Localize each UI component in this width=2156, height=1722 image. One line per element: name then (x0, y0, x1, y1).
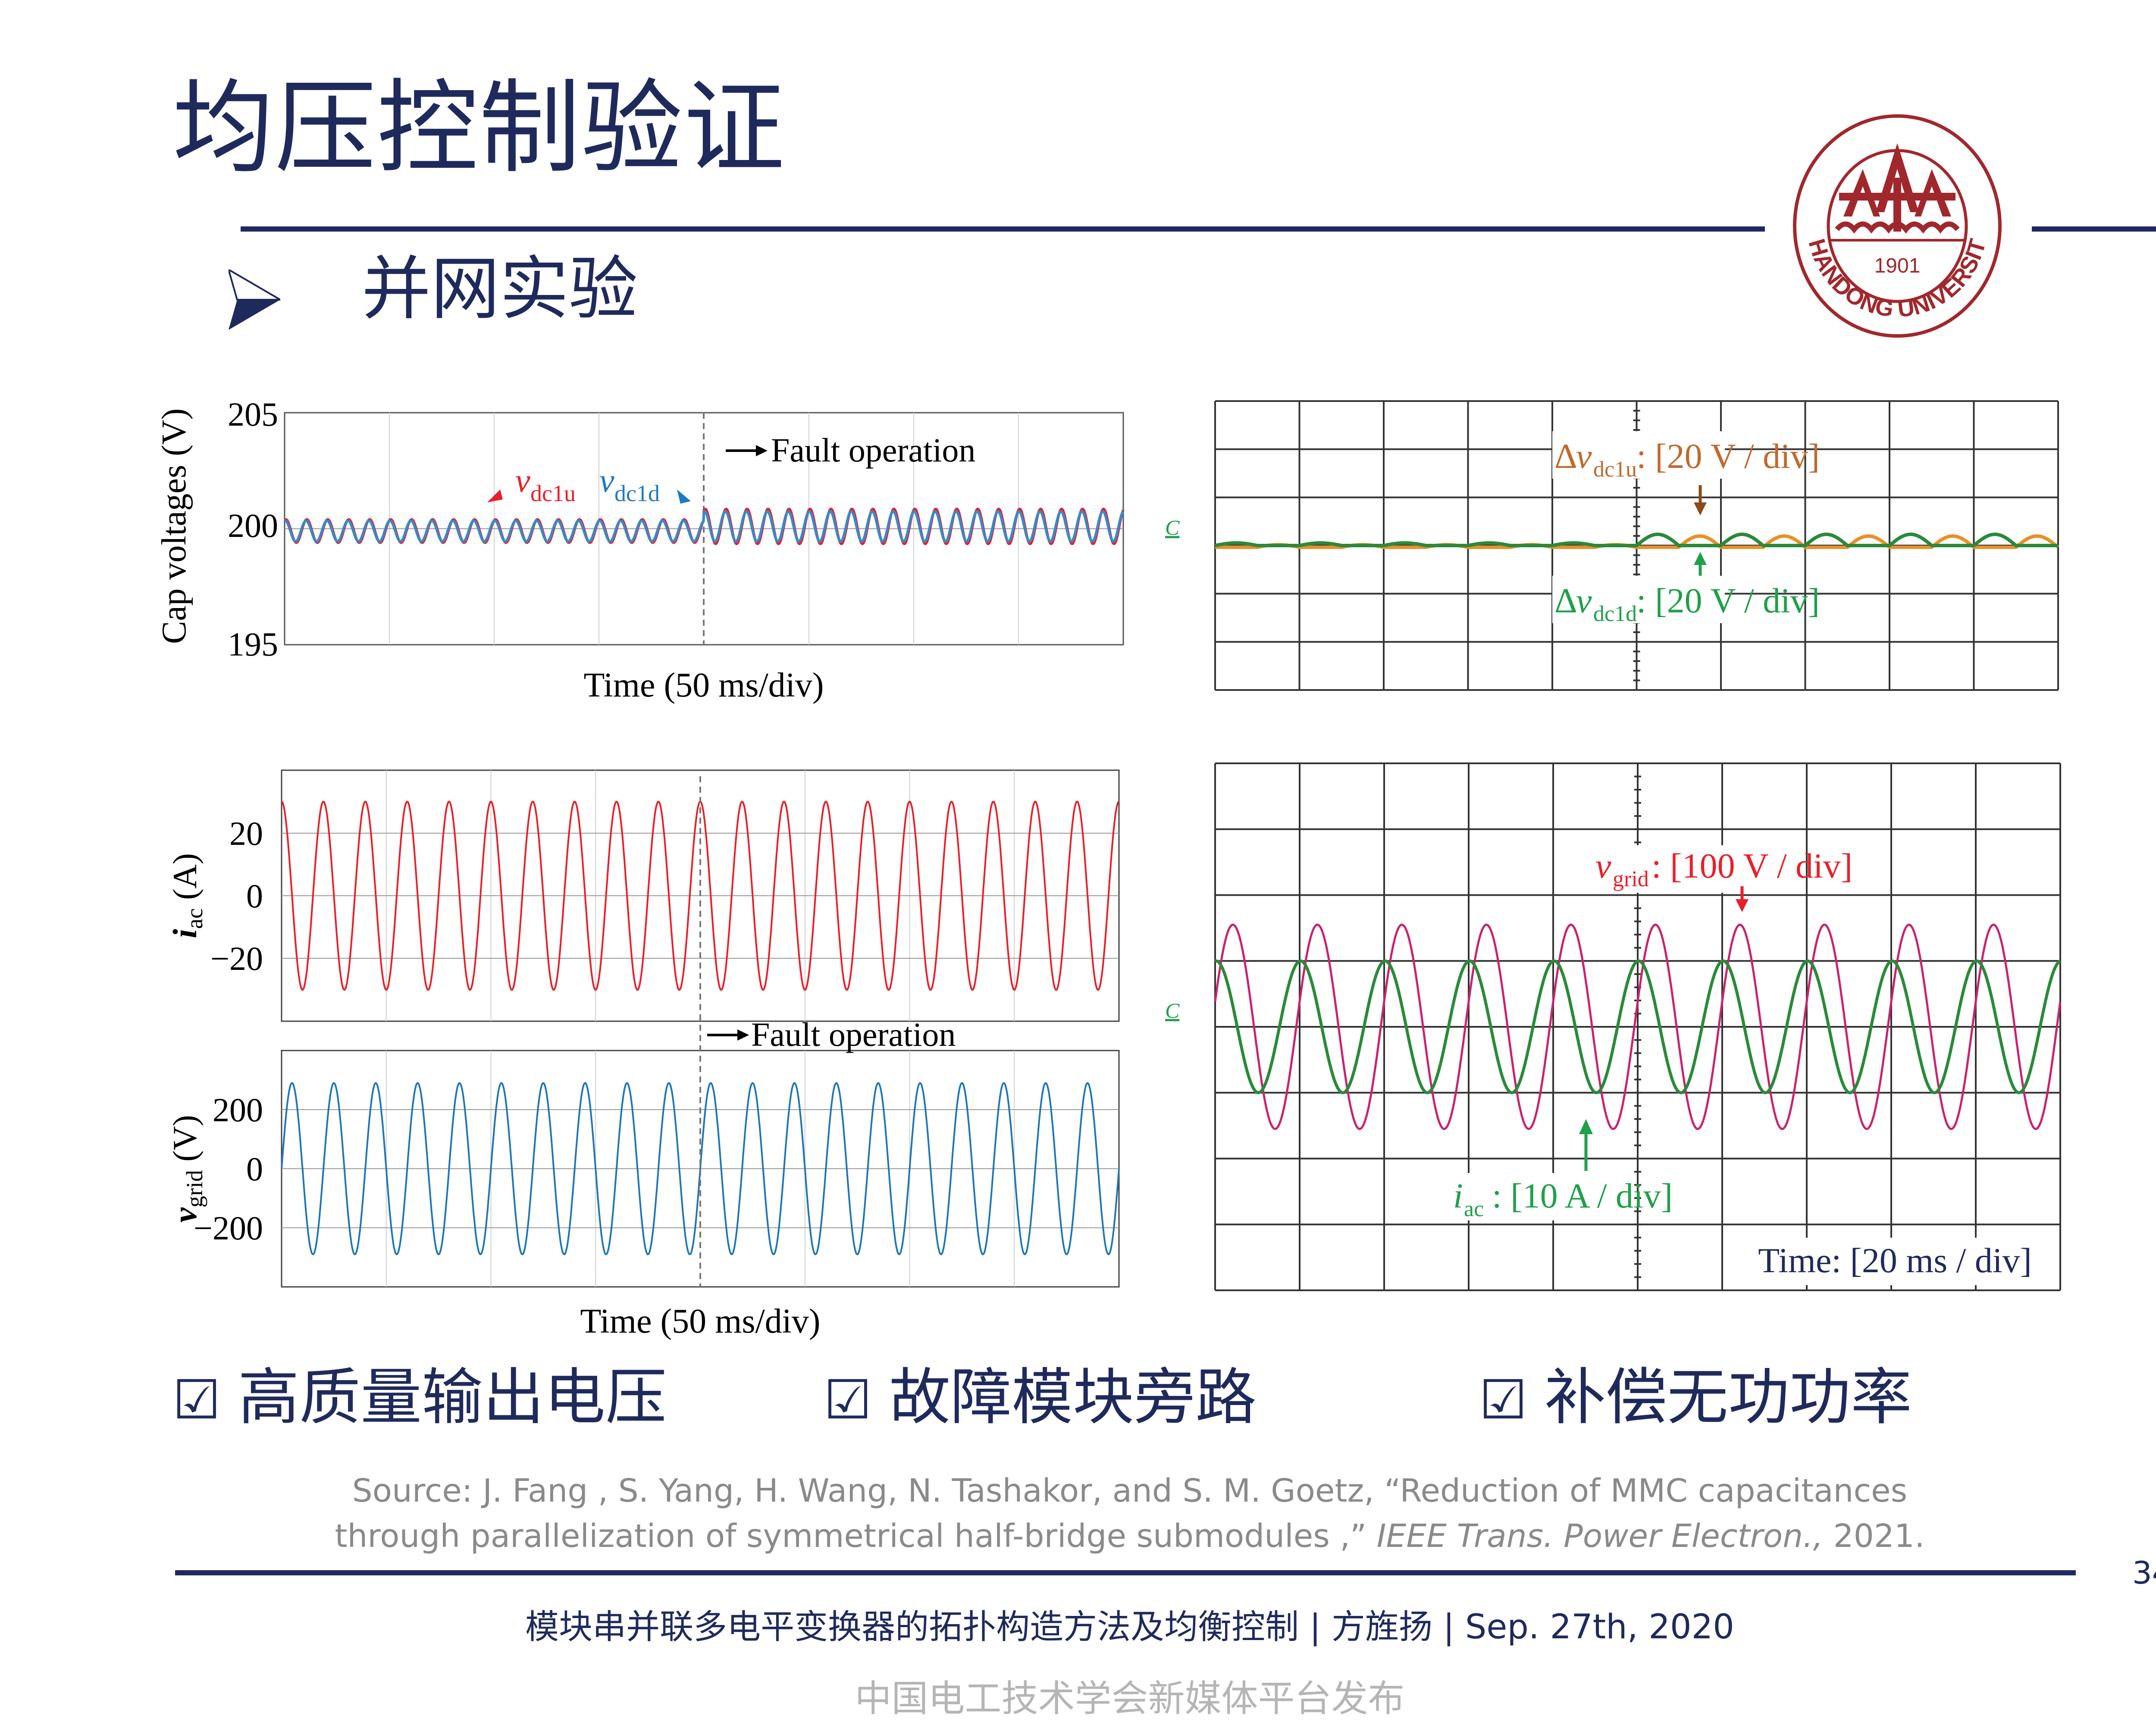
iac-axis-label: iac (A) (166, 853, 207, 938)
section-subtitle: 并网实验 (362, 248, 638, 329)
svg-text:dc1u: dc1u (1593, 457, 1637, 482)
title-underline-right (2032, 226, 2156, 232)
footer-rule (175, 1570, 2076, 1575)
vdc1d-arrow-icon (677, 489, 691, 504)
title-underline (241, 226, 1765, 232)
grid-scope: C v grid : [100 V / div] i ac : [10 A / … (1164, 759, 2070, 1298)
dvdc1d-scale-label: : [20 V / div] (1636, 581, 1820, 620)
svg-text:dc1u: dc1u (530, 480, 576, 506)
svg-text:v: v (1576, 436, 1592, 476)
time-scale-label: Time: [20 ms / div] (1758, 1241, 2032, 1280)
down-arrow-icon (1694, 502, 1707, 515)
svg-text:Δ: Δ (1554, 436, 1577, 476)
page-number: 34/40 (2132, 1555, 2156, 1591)
shandong-university-logo-icon: 1901 SHANDONG UNIVERSITY (1784, 92, 2002, 338)
svg-text:−20: −20 (210, 940, 263, 977)
checkbox-icon: ☑ (824, 1369, 872, 1431)
svg-text:Δ: Δ (1554, 581, 1577, 620)
ytick-195: 195 (228, 625, 278, 663)
svg-text:i: i (1453, 1176, 1463, 1215)
svg-text:1901: 1901 (1874, 254, 1921, 277)
ytick-200: 200 (228, 507, 278, 544)
svg-text:0: 0 (246, 1150, 263, 1188)
iac-vgrid-chart: 20 0 −20 iac (A) 200 0 −200 vgrid (V) Fa… (147, 759, 1151, 1354)
channel-c2-marker: C (1165, 515, 1180, 539)
x-axis-label-2: Time (50 ms/div) (580, 1302, 820, 1340)
check-item-2: ☑ 故障模块旁路 (824, 1362, 1257, 1433)
footer-text: 模块串并联多电平变换器的拓扑构造方法及均衡控制 | 方旌扬 | Sep. 27t… (525, 1608, 1734, 1647)
svg-text:iac (A): iac (A) (166, 853, 207, 938)
check-item-1: ☑ 高质量输出电压 (172, 1362, 667, 1433)
cap-voltage-chart: 205 200 195 Cap voltages (V) Time (50 ms… (147, 388, 1151, 707)
iac-scale-label: : [10 A / div] (1492, 1176, 1673, 1215)
up-arrow-icon (1694, 552, 1707, 565)
source-citation-line2: through parallelization of symmetrical h… (335, 1518, 1925, 1555)
legend-vdc1d: v (599, 461, 614, 499)
vgrid-scale-label: : [100 V / div] (1651, 846, 1852, 885)
checkbox-icon: ☑ (172, 1369, 221, 1431)
ytick-205: 205 (228, 395, 278, 433)
svg-text:dc1d: dc1d (1593, 602, 1637, 626)
vgrid-axis-label: vgrid (V) (166, 1115, 207, 1222)
fault-operation-annotation-2: Fault operation (751, 1016, 956, 1053)
svg-text:SHANDONG UNIVERSITY: SHANDONG UNIVERSITY (1792, 113, 1991, 322)
legend-vdc1u: v (515, 461, 530, 499)
check-item-3: ☑ 补偿无功功率 (1479, 1362, 1912, 1433)
up-arrow-icon (1579, 1119, 1593, 1134)
checkbox-icon: ☑ (1479, 1369, 1528, 1431)
svg-text:grid: grid (1613, 867, 1649, 891)
svg-text:0: 0 (246, 877, 263, 915)
y-axis-label: Cap voltages (V) (155, 408, 193, 644)
svg-text:vgrid (V): vgrid (V) (166, 1115, 207, 1222)
svg-text:−200: −200 (194, 1209, 263, 1247)
svg-text:dc1d: dc1d (614, 480, 660, 506)
vdc1u-arrow-icon (487, 489, 503, 502)
x-axis-label: Time (50 ms/div) (583, 666, 824, 704)
down-arrow-icon (1736, 899, 1749, 912)
cap-ripple-scope: C Δ v dc1u : [20 V / div] Δ v dc1d : [20… (1164, 397, 2070, 699)
svg-text:C: C (1165, 998, 1180, 1023)
dvdc1u-scale-label: : [20 V / div] (1636, 436, 1820, 476)
svg-text:v: v (1595, 846, 1611, 885)
svg-text:ac: ac (1464, 1197, 1484, 1221)
page-title: 均压控制验证 (172, 69, 786, 187)
svg-text:v: v (1576, 581, 1592, 620)
source-citation-line1: Source: J. Fang , S. Yang, H. Wang, N. T… (352, 1472, 1908, 1509)
svg-text:20: 20 (229, 815, 263, 852)
arrowhead-bullet-icon (229, 270, 280, 330)
fault-operation-annotation: Fault operation (771, 431, 975, 469)
watermark: 中国电工技术学会新媒体平台发布 (855, 1678, 1405, 1720)
svg-text:200: 200 (213, 1091, 263, 1129)
university-logo: 1901 SHANDONG UNIVERSITY (1784, 92, 2003, 339)
